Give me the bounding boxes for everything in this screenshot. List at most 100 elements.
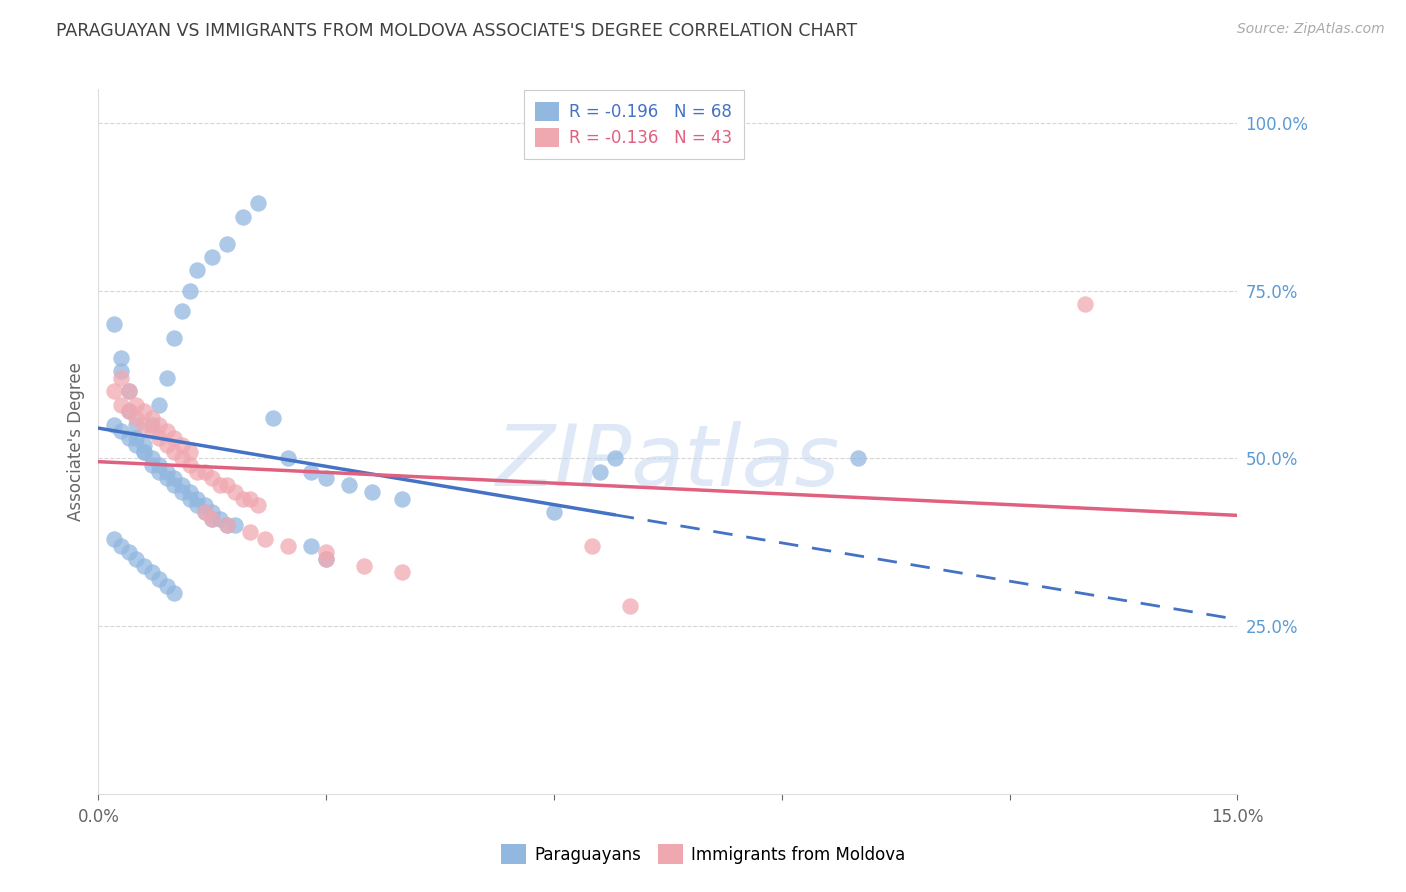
Point xyxy=(103,532,125,546)
Point xyxy=(148,398,170,412)
Point xyxy=(156,438,179,452)
Point xyxy=(603,451,626,466)
Point xyxy=(179,458,201,472)
Point xyxy=(246,196,269,211)
Point xyxy=(315,552,337,566)
Point xyxy=(110,364,132,378)
Point xyxy=(315,471,337,485)
Point xyxy=(125,398,148,412)
Point xyxy=(170,451,193,466)
Legend: R = -0.196   N = 68, R = -0.136   N = 43: R = -0.196 N = 68, R = -0.136 N = 43 xyxy=(524,90,744,159)
Point xyxy=(103,384,125,399)
Point xyxy=(201,505,224,519)
Point xyxy=(846,451,869,466)
Point xyxy=(163,471,186,485)
Point xyxy=(194,465,217,479)
Point xyxy=(217,518,239,533)
Point xyxy=(208,512,231,526)
Point xyxy=(110,425,132,439)
Point xyxy=(186,263,208,277)
Point xyxy=(132,558,155,573)
Point xyxy=(201,471,224,485)
Point xyxy=(170,438,193,452)
Point xyxy=(141,411,163,425)
Point xyxy=(246,498,269,512)
Point xyxy=(125,552,148,566)
Point xyxy=(132,404,155,418)
Text: PARAGUAYAN VS IMMIGRANTS FROM MOLDOVA ASSOCIATE'S DEGREE CORRELATION CHART: PARAGUAYAN VS IMMIGRANTS FROM MOLDOVA AS… xyxy=(56,22,858,40)
Point xyxy=(110,539,132,553)
Legend: Paraguayans, Immigrants from Moldova: Paraguayans, Immigrants from Moldova xyxy=(494,838,912,871)
Point xyxy=(619,599,641,613)
Point xyxy=(254,532,277,546)
Point xyxy=(148,458,170,472)
Point xyxy=(239,525,262,540)
Point xyxy=(118,545,141,559)
Point xyxy=(141,566,163,580)
Point xyxy=(132,444,155,458)
Point xyxy=(163,478,186,492)
Point xyxy=(163,444,186,458)
Point xyxy=(1074,297,1097,311)
Point xyxy=(179,491,201,506)
Point xyxy=(156,371,179,385)
Point xyxy=(201,250,224,264)
Point xyxy=(186,498,208,512)
Point xyxy=(353,558,375,573)
Point xyxy=(186,465,208,479)
Point xyxy=(277,539,299,553)
Point xyxy=(132,417,155,432)
Point xyxy=(239,491,262,506)
Point xyxy=(110,351,132,365)
Point xyxy=(141,425,163,439)
Point xyxy=(156,579,179,593)
Point xyxy=(170,484,193,499)
Point xyxy=(118,404,141,418)
Point xyxy=(224,484,246,499)
Point xyxy=(103,317,125,331)
Point xyxy=(179,484,201,499)
Point xyxy=(179,444,201,458)
Point xyxy=(125,411,148,425)
Point xyxy=(262,411,284,425)
Point xyxy=(118,384,141,399)
Point xyxy=(163,330,186,344)
Point xyxy=(156,471,179,485)
Point xyxy=(163,585,186,599)
Point xyxy=(132,438,155,452)
Point xyxy=(217,478,239,492)
Point xyxy=(315,552,337,566)
Point xyxy=(103,417,125,432)
Point xyxy=(125,438,148,452)
Point xyxy=(141,458,163,472)
Point xyxy=(110,398,132,412)
Point xyxy=(194,505,217,519)
Point xyxy=(337,478,360,492)
Text: Source: ZipAtlas.com: Source: ZipAtlas.com xyxy=(1237,22,1385,37)
Point xyxy=(132,444,155,458)
Point xyxy=(208,478,231,492)
Point xyxy=(148,431,170,445)
Text: ZIPatlas: ZIPatlas xyxy=(496,421,839,504)
Point xyxy=(141,451,163,466)
Point xyxy=(588,465,610,479)
Point xyxy=(148,417,170,432)
Point xyxy=(315,545,337,559)
Point xyxy=(391,566,413,580)
Point xyxy=(186,491,208,506)
Point xyxy=(125,431,148,445)
Point xyxy=(232,210,254,224)
Point xyxy=(299,465,322,479)
Point xyxy=(125,417,148,432)
Point xyxy=(277,451,299,466)
Y-axis label: Associate's Degree: Associate's Degree xyxy=(66,362,84,521)
Point xyxy=(194,505,217,519)
Point xyxy=(201,512,224,526)
Point xyxy=(141,417,163,432)
Point xyxy=(118,404,141,418)
Point xyxy=(163,431,186,445)
Point xyxy=(170,303,193,318)
Point xyxy=(148,572,170,586)
Point xyxy=(156,465,179,479)
Point xyxy=(232,491,254,506)
